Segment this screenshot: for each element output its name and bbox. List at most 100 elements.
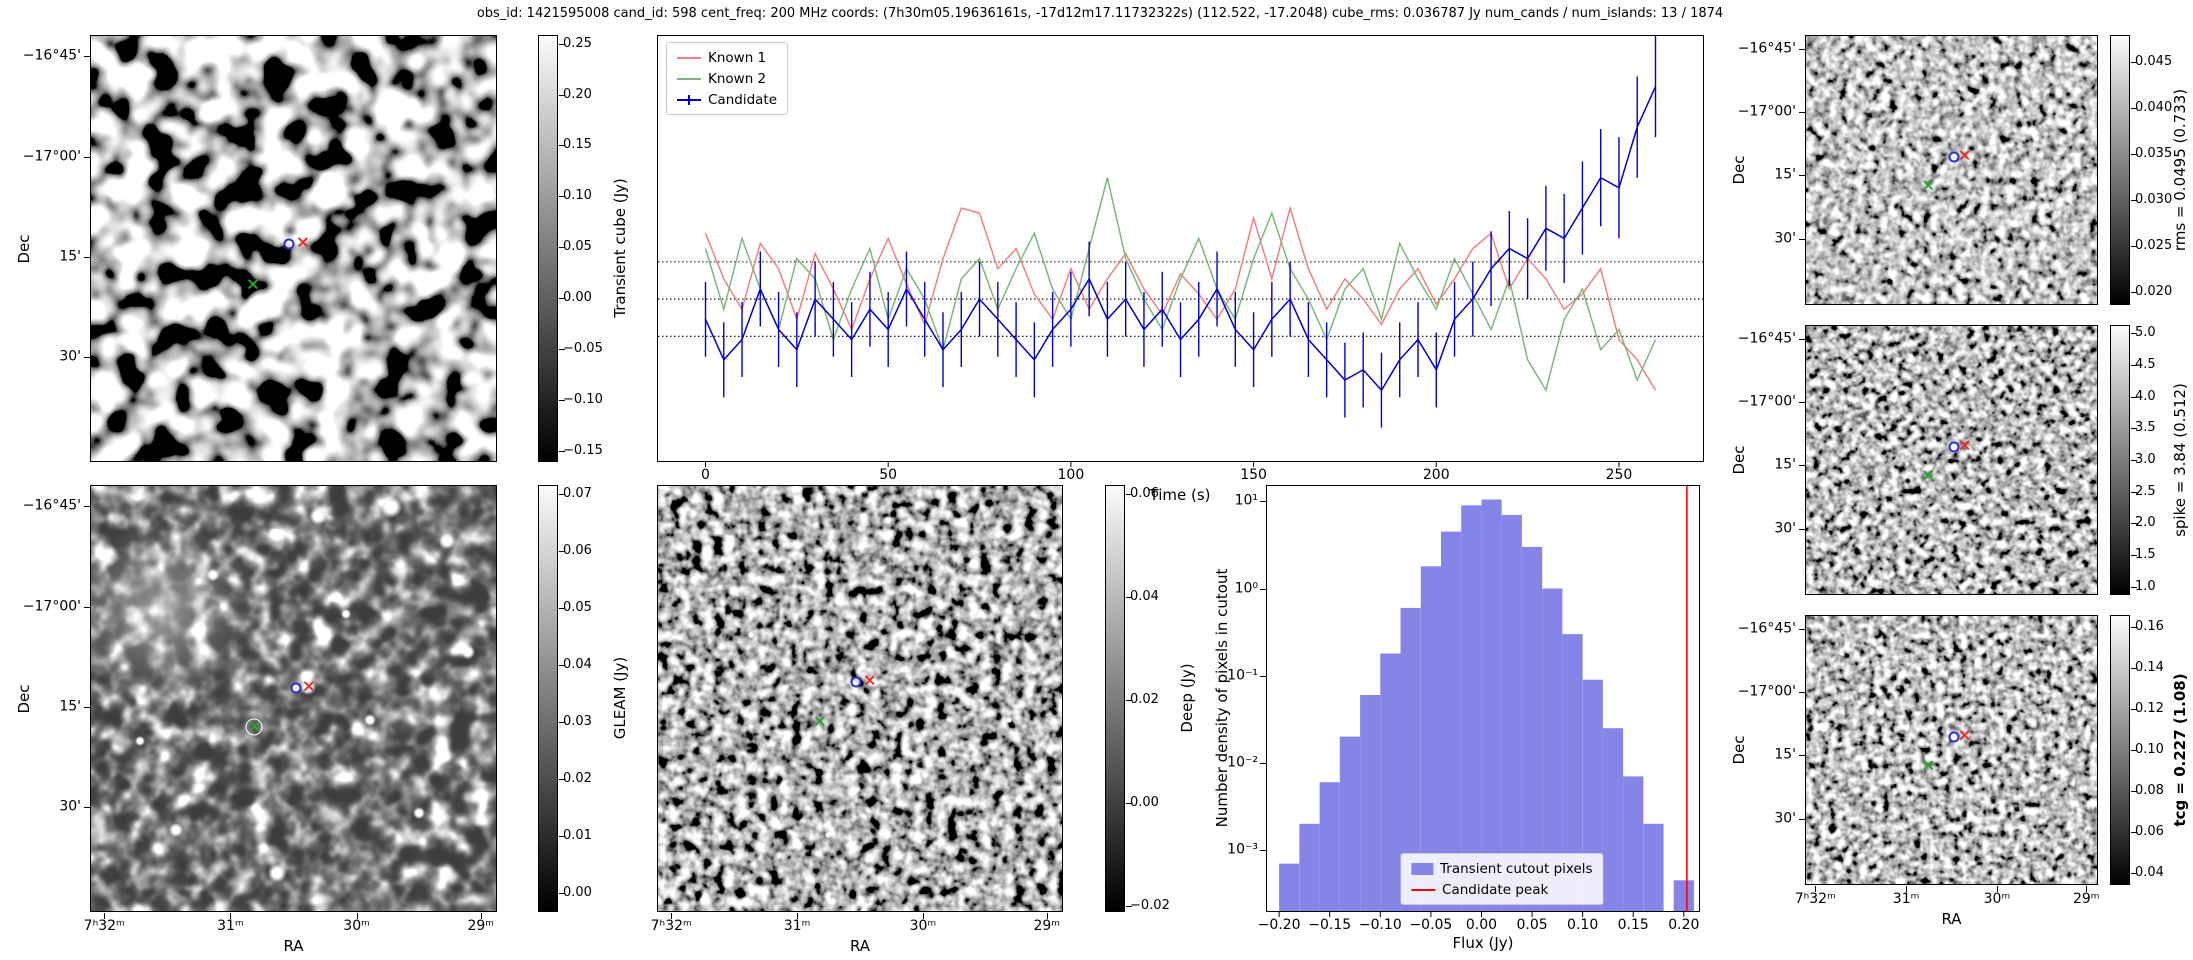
colorbar-tick-mark xyxy=(559,892,565,894)
source-blob xyxy=(169,823,184,838)
colorbar-tick-label: 0.12 xyxy=(2135,701,2164,717)
colorbar-tick-label: 0.10 xyxy=(2135,742,2164,758)
dec-tick-mark xyxy=(1799,401,1805,403)
source-blob xyxy=(379,496,402,519)
colorbar-tick-label: 0.040 xyxy=(2135,100,2173,116)
dec-tick-mark xyxy=(1799,755,1805,757)
dec-tick-mark xyxy=(1799,465,1805,467)
dec-tick-label: −16°45' xyxy=(22,47,81,64)
dec-tick-mark xyxy=(84,807,90,809)
colorbar-tick-mark xyxy=(2131,586,2137,588)
candidate-marker-icon xyxy=(290,682,302,694)
colorbar-tick-mark xyxy=(2131,750,2137,751)
ra-tick-mark xyxy=(2086,886,2088,892)
dec-tick-label: 30' xyxy=(1774,520,1796,537)
colorbar-tick-label: 5.0 xyxy=(2135,325,2156,341)
colorbar-tick-mark xyxy=(1126,596,1132,598)
deep-colorbar-label: Deep (Jy) xyxy=(1178,663,1196,733)
density-tick-mark xyxy=(1260,850,1266,852)
source-blob xyxy=(134,736,145,746)
dec-tick-label: 30' xyxy=(59,348,81,365)
known1-marker-icon: × xyxy=(1957,435,1972,456)
legend-item-known1: Known 1 xyxy=(677,47,777,68)
dec-tick-mark xyxy=(84,357,90,359)
time-tick-label: 0 xyxy=(701,467,710,483)
source-blob xyxy=(206,569,219,582)
density-tick-mark xyxy=(1260,501,1266,503)
tcg-colorbar-label: tcg = 0.227 (1.08) xyxy=(2171,673,2189,827)
colorbar-tick-mark xyxy=(2131,790,2137,792)
ra-tick-mark xyxy=(480,913,482,919)
ra-tick-mark xyxy=(1906,886,1908,892)
histogram-canvas xyxy=(1278,486,1694,917)
transient-cube-colorbar xyxy=(538,35,558,462)
colorbar-tick-mark xyxy=(2131,107,2137,109)
dec-tick-mark xyxy=(1799,48,1805,50)
known2-line-swatch xyxy=(677,77,701,80)
dec-tick-mark xyxy=(1799,175,1805,177)
time-tick-label: 250 xyxy=(1605,467,1633,483)
dec-tick-label: 15' xyxy=(1774,166,1796,183)
dec-tick-label: −16°45' xyxy=(1737,40,1796,57)
dec-axis-label: Dec xyxy=(1730,155,1748,185)
colorbar-tick-label: 0.10 xyxy=(563,188,592,204)
dec-tick-label: −16°45' xyxy=(22,497,81,514)
transient-cube-cutout-image: × × xyxy=(90,35,497,462)
colorbar-tick-label: 0.06 xyxy=(1130,485,1159,501)
source-blob xyxy=(300,679,317,696)
colorbar-tick-mark xyxy=(2131,460,2137,461)
ra-tick-label: 30ᵐ xyxy=(343,918,370,934)
ra-tick-label: 30ᵐ xyxy=(1983,891,2011,907)
colorbar-tick-label: −0.15 xyxy=(563,443,603,459)
dec-tick-label: 30' xyxy=(1774,230,1796,247)
colorbar-tick-label: 0.00 xyxy=(1130,794,1159,810)
gleam-colorbar xyxy=(538,485,558,912)
dec-tick-label: 30' xyxy=(1774,810,1796,827)
candidate-marker-icon xyxy=(1948,731,1960,743)
colorbar-tick-label: 4.5 xyxy=(2135,357,2156,373)
candidate-errorbar-swatch xyxy=(677,94,701,105)
colorbar-tick-label: 0.16 xyxy=(2135,619,2164,635)
colorbar-tick-mark xyxy=(2131,245,2137,247)
colorbar-tick-mark xyxy=(559,196,565,198)
dec-tick-mark xyxy=(1799,628,1805,630)
colorbar-tick-label: 0.00 xyxy=(563,884,592,900)
colorbar-tick-label: 0.07 xyxy=(563,485,592,501)
colorbar-tick-mark xyxy=(559,94,565,96)
colorbar-tick-mark xyxy=(2131,872,2137,874)
colorbar-tick-mark xyxy=(559,43,565,45)
ra-tick-label: 31ᵐ xyxy=(783,918,811,934)
source-blob xyxy=(341,608,352,619)
colorbar-tick-mark xyxy=(559,247,565,249)
dec-axis-label: Dec xyxy=(15,233,33,264)
density-tick-label: 10⁰ xyxy=(1234,580,1258,597)
colorbar-tick-label: −0.05 xyxy=(563,341,603,357)
dec-tick-label: −17°00' xyxy=(1737,683,1796,700)
ra-tick-label: 30ᵐ xyxy=(909,918,937,934)
legend-item-candidate-peak: Candidate peak xyxy=(1411,879,1593,900)
gleam-colorbar-label: GLEAM (Jy) xyxy=(611,656,629,740)
colorbar-tick-mark xyxy=(2131,555,2137,557)
noise-image xyxy=(1806,616,2097,884)
histogram-y-axis-label: Number density of pixels in cutout xyxy=(1213,568,1231,828)
ra-tick-label: 29ᵐ xyxy=(2072,891,2100,907)
ra-tick-mark xyxy=(104,913,106,919)
deep-colorbar xyxy=(1105,485,1125,912)
colorbar-tick-mark xyxy=(2131,291,2137,293)
tcg-colorbar xyxy=(2110,615,2130,885)
colorbar-tick-label: 0.04 xyxy=(563,656,592,672)
figure-title: obs_id: 1421595008 cand_id: 598 cent_fre… xyxy=(476,6,1724,21)
legend-label: Known 2 xyxy=(708,70,767,87)
colorbar-tick-mark xyxy=(2131,333,2137,335)
colorbar-tick-label: 4.0 xyxy=(2135,388,2156,404)
time-tick-label: 50 xyxy=(879,467,898,483)
source-blob xyxy=(824,831,832,838)
transient-cube-colorbar-label: Transient cube (Jy) xyxy=(611,178,629,318)
known1-marker-icon: × xyxy=(295,232,310,253)
ra-tick-label: 31ᵐ xyxy=(1892,891,1920,907)
colorbar-tick-mark xyxy=(2131,709,2137,711)
candidate-marker-icon xyxy=(1948,151,1960,163)
source-blob xyxy=(439,533,456,550)
ra-tick-mark xyxy=(1046,913,1048,919)
